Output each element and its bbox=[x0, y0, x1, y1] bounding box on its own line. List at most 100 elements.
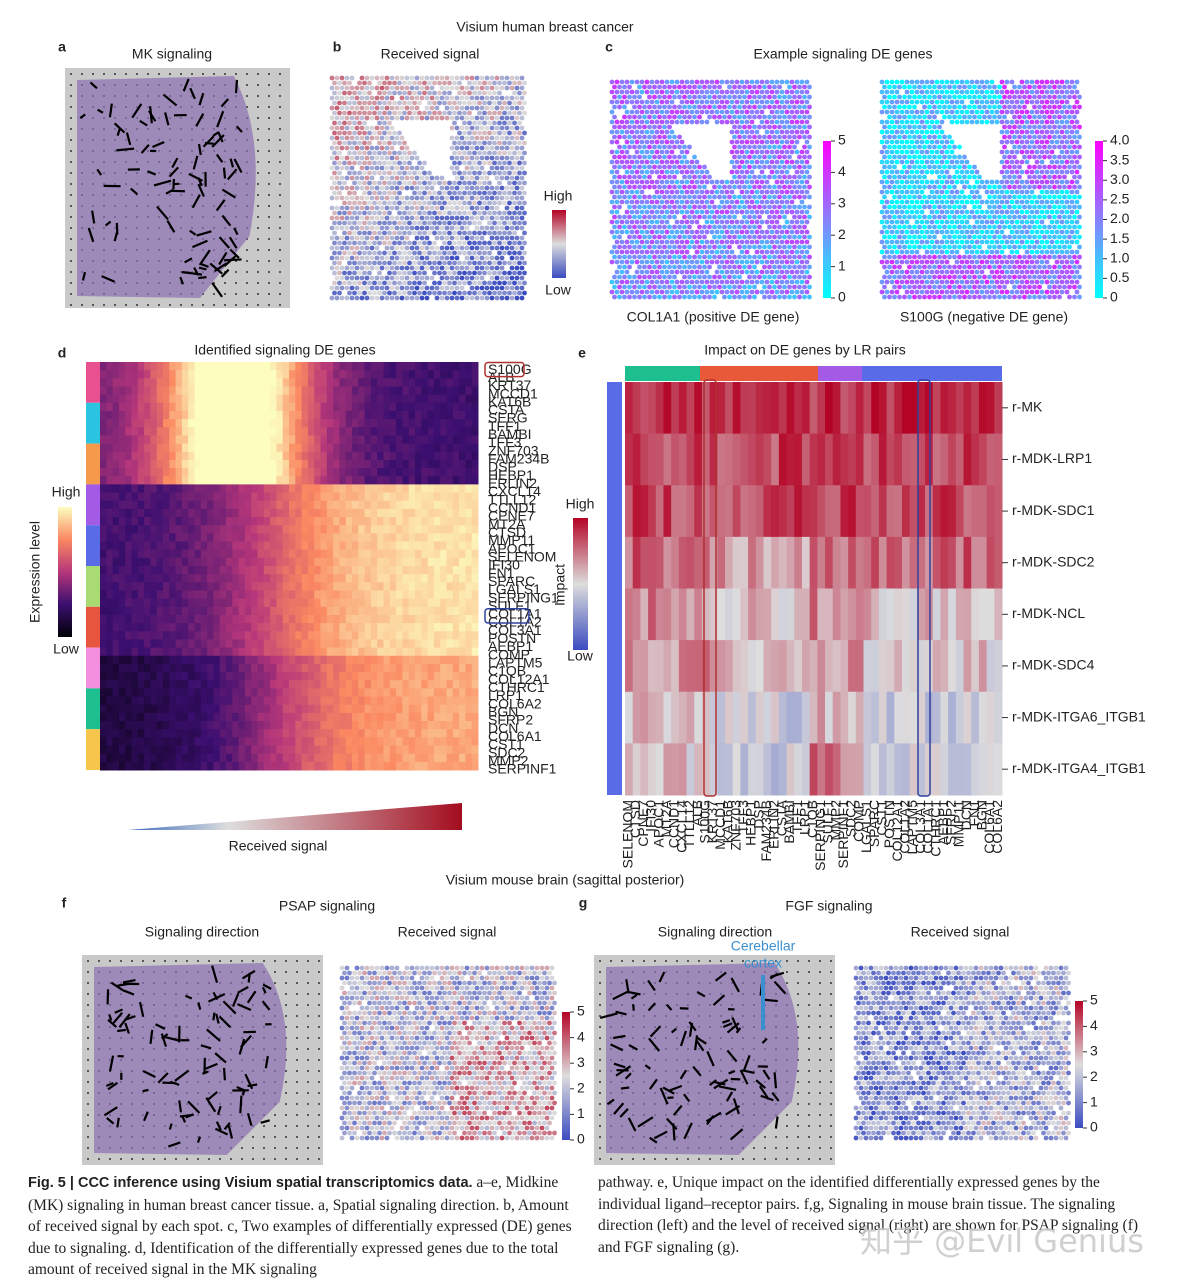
arrow bbox=[692, 1065, 702, 1077]
spot bbox=[897, 204, 902, 210]
spot bbox=[609, 259, 615, 265]
spot bbox=[329, 85, 335, 91]
spot bbox=[749, 99, 755, 105]
spot bbox=[784, 189, 790, 195]
grid-dot bbox=[599, 1092, 601, 1094]
arrow bbox=[162, 93, 178, 107]
spot bbox=[659, 119, 665, 125]
spot bbox=[517, 140, 522, 146]
spot bbox=[674, 219, 680, 225]
spot bbox=[344, 185, 350, 191]
spot bbox=[684, 159, 690, 165]
grid-dot bbox=[257, 282, 259, 284]
spot bbox=[464, 175, 470, 181]
grid-dot bbox=[285, 960, 287, 962]
spot bbox=[674, 239, 680, 245]
spot bbox=[372, 260, 377, 266]
spot bbox=[449, 85, 455, 91]
spot bbox=[902, 154, 907, 160]
spot bbox=[492, 170, 497, 176]
spot bbox=[399, 275, 405, 281]
spot bbox=[402, 240, 407, 246]
spot bbox=[649, 249, 655, 255]
spot bbox=[427, 230, 432, 236]
arrow bbox=[122, 978, 136, 984]
grid-dot bbox=[257, 238, 259, 240]
grid-dot bbox=[87, 1015, 89, 1017]
spot bbox=[797, 254, 802, 260]
spot bbox=[439, 245, 445, 251]
spot bbox=[687, 264, 692, 270]
spot bbox=[884, 159, 890, 165]
spot bbox=[334, 175, 340, 181]
spot bbox=[479, 185, 485, 191]
spot bbox=[632, 284, 637, 290]
spot bbox=[644, 199, 650, 205]
spot bbox=[499, 85, 505, 91]
spot bbox=[467, 250, 472, 256]
spot bbox=[717, 194, 722, 200]
spot bbox=[649, 239, 655, 245]
arrow bbox=[169, 1080, 180, 1086]
spot bbox=[417, 110, 422, 116]
spot bbox=[362, 130, 367, 136]
spot bbox=[727, 194, 732, 200]
spot bbox=[414, 205, 420, 211]
arrow bbox=[728, 1069, 736, 1075]
spot bbox=[457, 170, 462, 176]
grid-dot bbox=[808, 1125, 810, 1127]
spot bbox=[697, 184, 702, 190]
spot bbox=[889, 249, 895, 255]
arrow bbox=[179, 276, 185, 285]
spot bbox=[757, 204, 762, 210]
spot bbox=[717, 114, 722, 120]
grid-dot bbox=[87, 971, 89, 973]
spot bbox=[337, 240, 342, 246]
spot bbox=[392, 140, 397, 146]
grid-dot bbox=[87, 1059, 89, 1061]
spot bbox=[337, 150, 342, 156]
spot bbox=[487, 110, 492, 116]
spot bbox=[427, 110, 432, 116]
spot bbox=[397, 220, 402, 226]
spot bbox=[899, 149, 905, 155]
spot bbox=[494, 125, 500, 131]
spot bbox=[787, 274, 792, 280]
spot bbox=[879, 139, 885, 145]
spot bbox=[369, 225, 375, 231]
grid-dot bbox=[268, 150, 270, 152]
spot bbox=[374, 235, 380, 241]
spot bbox=[367, 140, 372, 146]
spot bbox=[667, 294, 672, 300]
spot bbox=[382, 180, 387, 186]
spot bbox=[514, 115, 520, 121]
spot bbox=[472, 130, 477, 136]
spot bbox=[477, 150, 482, 156]
spot bbox=[459, 285, 465, 291]
spot bbox=[357, 130, 362, 136]
spot bbox=[614, 139, 620, 145]
spot bbox=[884, 139, 890, 145]
spot bbox=[454, 135, 460, 141]
spot bbox=[337, 280, 342, 286]
spot bbox=[467, 110, 472, 116]
spot bbox=[899, 259, 905, 265]
spot bbox=[884, 229, 890, 235]
spot bbox=[797, 124, 802, 130]
spot bbox=[722, 204, 727, 210]
spot bbox=[504, 95, 510, 101]
spot bbox=[754, 189, 760, 195]
spot bbox=[369, 165, 375, 171]
grid-dot bbox=[808, 1136, 810, 1138]
grid-dot bbox=[764, 1158, 766, 1160]
spot bbox=[792, 204, 797, 210]
spot bbox=[627, 214, 632, 220]
spot bbox=[782, 224, 787, 230]
grid-dot bbox=[830, 1004, 832, 1006]
spot bbox=[652, 124, 657, 130]
spot bbox=[772, 214, 777, 220]
spot bbox=[719, 229, 725, 235]
grid-dot bbox=[87, 1136, 89, 1138]
spot bbox=[469, 155, 475, 161]
spot bbox=[687, 84, 692, 90]
